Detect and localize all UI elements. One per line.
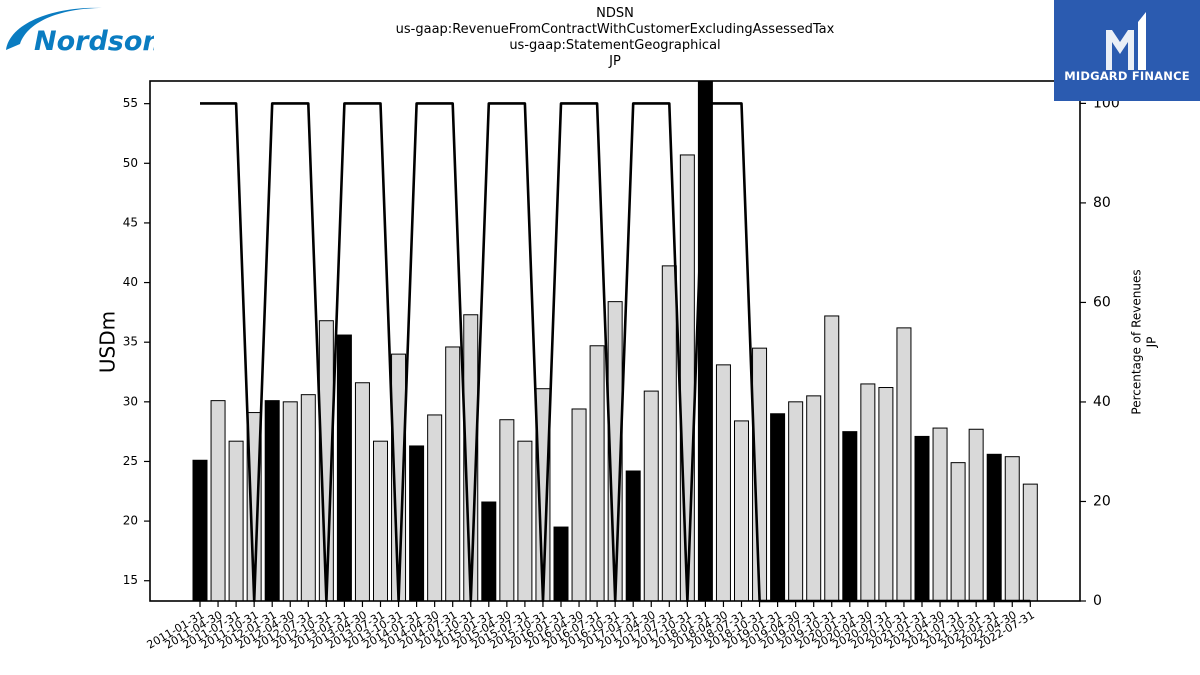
y2-axis-label-line1: Percentage of Revenues [1130,269,1144,414]
nordson-swoosh-icon [6,7,102,50]
y2-tick-label: 40 [1093,394,1111,410]
y-tick-label: 55 [123,96,138,110]
bar-2018-01-31 [697,81,713,601]
bar-2013-04-30 [354,382,370,601]
bar-2019-04-30 [788,401,804,601]
chart-title-ticker: NDSN [596,6,634,21]
y-tick-label: 45 [123,215,138,229]
bar-2013-01-31 [336,334,352,601]
bar-2017-01-31 [625,470,641,601]
bar-2012-07-31 [300,394,316,601]
y-tick-label: 50 [123,156,138,170]
y2-tick-label: 20 [1093,493,1111,509]
bar-2011-07-31 [228,440,244,601]
y-tick-label: 35 [123,335,138,349]
nordson-logo-text: Nordson [34,26,154,57]
bar-2015-04-30 [499,419,515,601]
bar-2022-07-31 [1022,483,1038,601]
chart-title-dimension: us-gaap:StatementGeographical [509,38,721,53]
bar-2012-01-31 [264,400,280,601]
y2-tick-label: 80 [1093,195,1111,211]
bar-2014-07-31 [445,346,461,601]
bar-series [192,81,1038,601]
midgard-finance-logo: MIDGARD FINANCE [1054,0,1200,101]
bar-2015-07-31 [517,440,533,601]
y-tick-label: 30 [123,394,138,408]
bar-2021-07-31 [950,462,966,601]
left-axis-ticks: 15 20 25 30 35 40 45 50 55 [123,96,150,587]
bar-2016-04-30 [571,408,587,601]
bar-2016-07-31 [589,345,605,601]
y-tick-label: 25 [123,454,138,468]
bar-2021-04-30 [932,427,948,601]
y-axis-label: USDm [96,311,120,373]
chart-title-block: NDSN us-gaap:RevenueFromContractWithCust… [315,6,915,70]
bar-2014-04-30 [427,414,443,601]
bar-2019-07-31 [806,395,822,601]
bar-2022-04-30 [1004,456,1020,601]
bar-2013-07-31 [373,440,388,601]
bar-2012-04-30 [282,401,298,601]
bar-2019-01-31 [770,413,786,601]
bar-2017-10-31 [679,154,695,601]
x-axis-ticks: 2011-01-312011-04-302011-07-312011-10-31… [145,601,1037,652]
chart-title-metric: us-gaap:RevenueFromContractWithCustomerE… [395,22,835,37]
y2-axis-label-line2: JP [1145,337,1159,349]
bar-2022-01-31 [986,453,1002,601]
bar-2020-01-31 [842,431,858,601]
bar-2011-10-31 [246,412,262,601]
y2-tick-label: 60 [1093,294,1111,310]
bar-2011-01-31 [192,459,208,601]
bar-2015-01-31 [481,501,497,601]
bar-2020-10-31 [896,327,912,601]
nordson-logo: Nordson [4,4,162,60]
y-tick-label: 40 [123,275,138,289]
y-tick-label: 20 [123,514,138,528]
bar-2017-07-31 [661,265,677,601]
bar-2020-07-31 [878,387,894,601]
bar-2017-04-30 [643,390,659,601]
bar-2021-10-31 [968,428,984,601]
midgard-logo-text: MIDGARD FINANCE [1064,69,1190,83]
bar-2011-04-30 [210,400,226,601]
bar-2021-01-31 [914,435,930,601]
bar-2015-10-31 [535,388,551,601]
bar-2014-01-31 [409,445,425,601]
midgard-mark-icon [1054,0,1200,101]
chart-title-region: JP [609,54,621,69]
y2-tick-label: 0 [1093,593,1102,609]
y-tick-label: 15 [123,573,138,587]
bar-2020-04-30 [860,383,876,601]
bar-2018-04-30 [715,364,731,601]
bar-2019-10-31 [824,315,840,601]
bar-2016-01-31 [553,526,569,601]
bar-2018-07-31 [734,420,749,601]
nordson-logo-graphic: Nordson [6,7,162,57]
